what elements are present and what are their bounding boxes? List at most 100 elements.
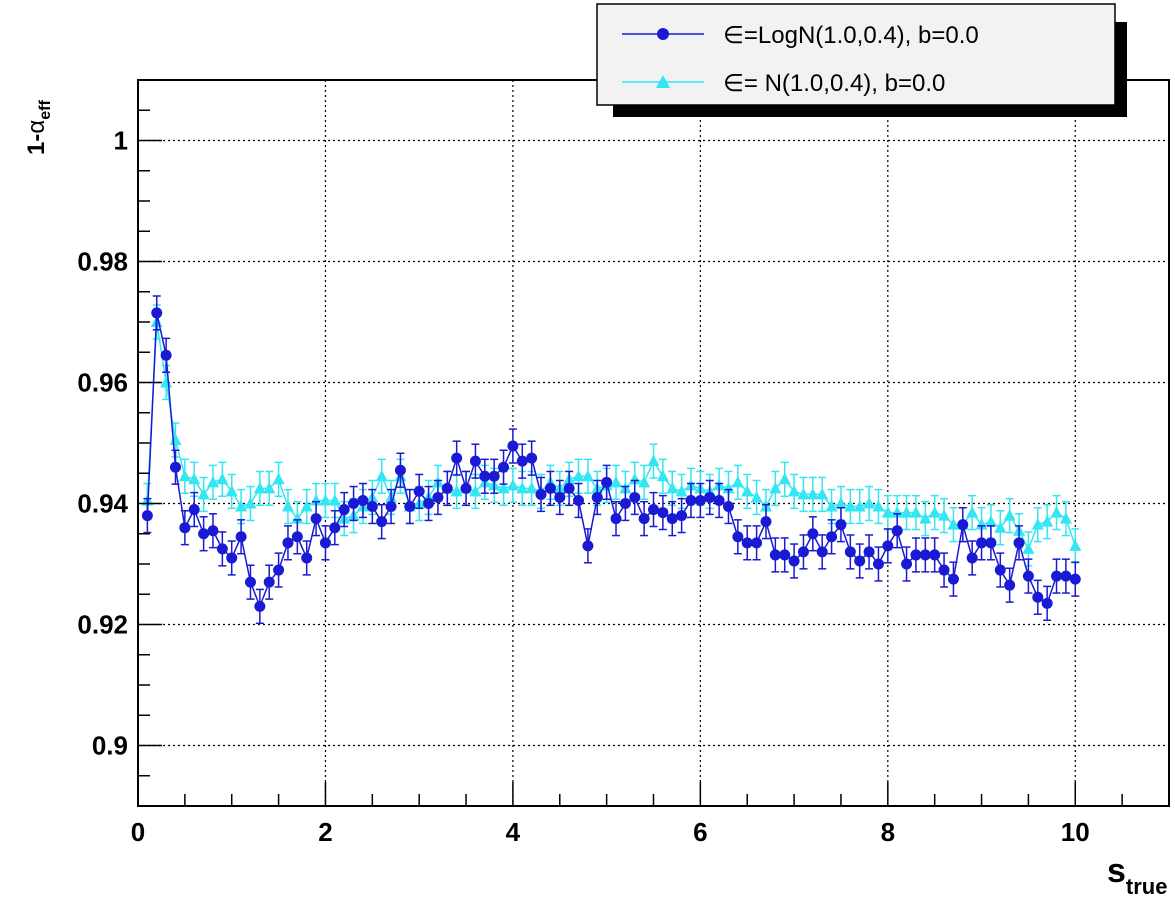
data-point: [648, 504, 659, 516]
data-point: [732, 531, 744, 543]
data-point: [169, 461, 181, 473]
data-point: [1059, 512, 1072, 524]
data-point: [263, 481, 276, 494]
data-point: [938, 564, 950, 576]
data-point: [573, 494, 585, 506]
data-point: [628, 472, 641, 485]
data-point: [844, 500, 857, 512]
data-point: [779, 549, 791, 561]
data-point: [881, 506, 894, 518]
data-point: [854, 555, 866, 567]
data-point: [610, 513, 622, 525]
data-point: [375, 469, 388, 482]
data-point: [704, 491, 716, 503]
data-point: [469, 455, 481, 467]
data-point: [253, 481, 266, 494]
data-point: [901, 558, 913, 570]
data-point: [976, 537, 988, 549]
data-point: [778, 472, 791, 485]
data-point: [741, 537, 753, 549]
data-point: [413, 485, 425, 497]
y-axis-title-sub: eff: [37, 100, 54, 120]
data-point: [329, 522, 341, 534]
data-point: [947, 573, 959, 585]
data-point: [151, 307, 163, 319]
data-point: [750, 490, 763, 503]
data-point: [169, 433, 182, 445]
data-point: [441, 482, 453, 494]
data-point: [235, 500, 248, 512]
data-point: [432, 491, 444, 503]
data-point: [535, 488, 547, 500]
data-point: [985, 537, 997, 549]
data-point: [610, 475, 623, 488]
y-tick-label: 0.9: [92, 731, 128, 761]
data-point: [1060, 570, 1072, 582]
x-tick-label: 4: [506, 817, 521, 847]
data-point: [451, 452, 463, 464]
data-point: [544, 482, 556, 494]
data-point: [872, 558, 884, 570]
legend-entry-normal: ∈= N(1.0,0.4), b=0.0: [622, 70, 945, 97]
series-layer: [141, 295, 1082, 625]
data-point: [1051, 570, 1063, 582]
data-point: [797, 546, 809, 558]
data-point: [244, 576, 256, 588]
data-point: [722, 501, 734, 513]
data-point: [863, 546, 875, 558]
data-point: [947, 518, 960, 530]
data-point: [516, 455, 528, 467]
data-point: [797, 487, 810, 500]
x-tick-label: 6: [693, 817, 707, 847]
data-point: [666, 481, 679, 494]
data-point: [404, 501, 416, 513]
data-point: [226, 552, 238, 564]
data-point: [929, 549, 941, 561]
data-point: [601, 476, 613, 488]
data-point: [882, 540, 894, 552]
data-point: [319, 493, 332, 506]
data-point: [338, 504, 350, 516]
data-point: [554, 491, 566, 503]
data-point: [713, 494, 725, 506]
data-point: [507, 440, 519, 452]
data-point: [206, 475, 219, 488]
data-point: [919, 512, 932, 524]
x-tick-label: 8: [881, 817, 895, 847]
data-point: [291, 531, 303, 543]
data-point: [282, 537, 294, 549]
data-point: [291, 512, 304, 524]
data-point: [638, 513, 650, 525]
data-point: [479, 470, 491, 482]
data-point: [460, 482, 472, 494]
data-point: [506, 478, 519, 491]
data-point: [957, 519, 969, 531]
legend-entry-logn: ∈=LogN(1.0,0.4), b=0.0: [622, 22, 979, 49]
data-point: [938, 509, 951, 521]
y-tick-label: 0.92: [77, 610, 128, 640]
series-circle: [141, 295, 1081, 625]
data-point: [301, 552, 313, 564]
data-point: [563, 482, 575, 494]
data-point: [657, 507, 669, 519]
data-point: [834, 497, 847, 509]
data-point: [281, 500, 294, 512]
data-point: [581, 469, 594, 482]
data-point: [516, 481, 529, 494]
data-point: [647, 454, 660, 467]
data-point: [966, 552, 978, 564]
data-point: [919, 549, 931, 561]
data-point: [376, 516, 388, 528]
data-point: [760, 516, 772, 528]
data-point: [994, 564, 1006, 576]
data-point: [816, 487, 829, 500]
data-point: [1041, 515, 1054, 527]
data-point: [666, 513, 678, 525]
x-tick-label: 10: [1061, 817, 1090, 847]
data-point: [909, 506, 922, 518]
data-point: [216, 472, 229, 485]
data-point: [844, 546, 856, 558]
data-point: [526, 452, 538, 464]
x-tick-label: 2: [318, 817, 332, 847]
data-point: [675, 484, 688, 497]
